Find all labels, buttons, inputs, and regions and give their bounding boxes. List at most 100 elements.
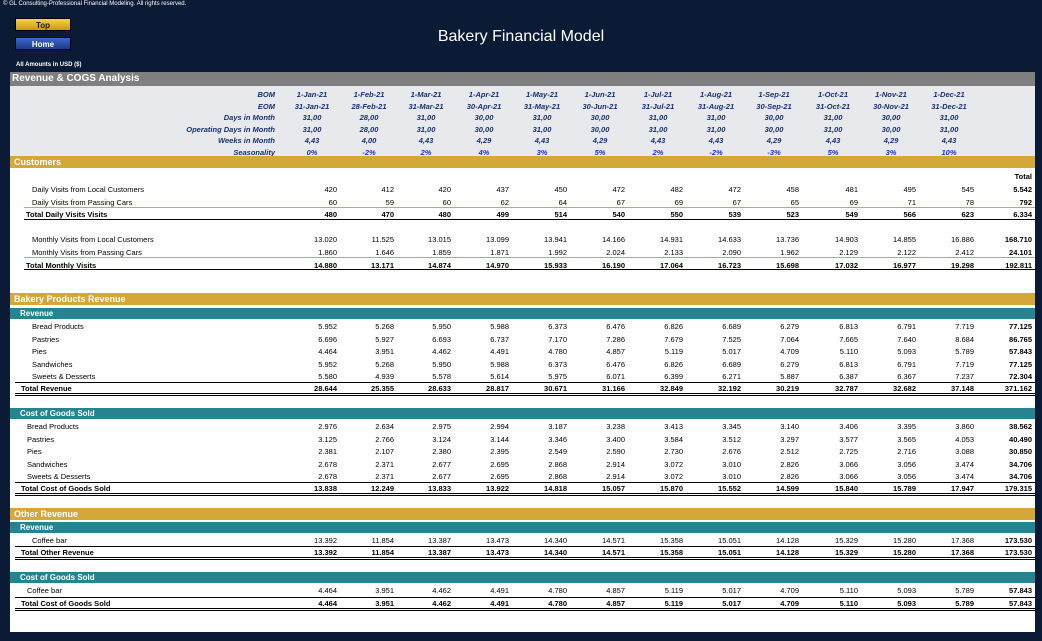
value-cell: 6.399 <box>664 372 683 381</box>
value-cell: 5.110 <box>839 586 858 595</box>
total-cell: 40.490 <box>1009 434 1032 444</box>
value-cell: 2.395 <box>490 447 509 456</box>
value-cell: 495 <box>903 185 916 194</box>
other-revenue-header: Revenue <box>10 522 1035 533</box>
row-label: Daily Visits from Passing Cars <box>32 197 133 207</box>
timeline-cell: 4,29 <box>476 136 492 146</box>
value-cell: 6.689 <box>722 322 741 331</box>
value-cell: 15.051 <box>718 548 741 557</box>
value-cell: 5.614 <box>490 372 509 381</box>
value-cell: 13.099 <box>486 235 509 244</box>
value-cell: 2.107 <box>375 447 394 456</box>
value-cell: 71 <box>907 197 916 207</box>
value-cell: 5.952 <box>318 322 337 331</box>
value-cell: 6.367 <box>897 372 916 381</box>
analysis-title: Revenue & COGS Analysis <box>10 72 1035 86</box>
value-cell: 15.329 <box>835 536 858 545</box>
value-cell: 2.412 <box>955 248 974 257</box>
value-cell: 5.093 <box>897 347 916 356</box>
value-cell: 4.491 <box>490 599 509 608</box>
value-cell: 15.789 <box>893 484 916 493</box>
value-cell: 2.695 <box>490 472 509 481</box>
total-cell: 192.811 <box>1005 260 1032 270</box>
customers-section-title: Customers <box>10 156 1035 168</box>
home-button[interactable]: Home <box>15 37 71 50</box>
value-cell: 14.970 <box>486 260 509 270</box>
value-cell: 13.833 <box>428 484 451 493</box>
value-cell: 3.056 <box>897 459 916 469</box>
row-label: Pies <box>27 447 42 456</box>
value-cell: 32.787 <box>835 384 858 393</box>
value-cell: 4.464 <box>318 599 337 608</box>
value-cell: 3.951 <box>375 599 394 608</box>
value-cell: 4.780 <box>548 586 567 595</box>
value-cell: 6.791 <box>897 359 916 369</box>
value-cell: 5.988 <box>490 322 509 331</box>
timeline-cell: 31-Aug-21 <box>697 101 735 111</box>
value-cell: 550 <box>670 210 683 219</box>
value-cell: 2.381 <box>318 447 337 456</box>
value-cell: 32.682 <box>893 384 916 393</box>
timeline-cell: 28,00 <box>359 124 379 134</box>
total-cell: 86.765 <box>1009 334 1032 344</box>
value-cell: 13.015 <box>428 235 451 244</box>
value-cell: 472 <box>728 185 741 194</box>
top-button[interactable]: Top <box>15 18 71 31</box>
timeline-cell: 1-Oct-21 <box>817 90 848 99</box>
timeline-label: BOM <box>257 90 276 99</box>
value-cell: 12.249 <box>371 484 394 493</box>
value-cell: 2.994 <box>490 422 509 431</box>
value-cell: 6.279 <box>780 322 799 331</box>
value-cell: 30.219 <box>776 384 799 393</box>
value-cell: 1.992 <box>548 248 567 257</box>
total-cell: 179.315 <box>1004 484 1032 493</box>
value-cell: 2.766 <box>375 434 394 444</box>
value-cell: 14.571 <box>602 548 625 557</box>
value-cell: 2.975 <box>432 422 451 431</box>
timeline-header-bg <box>10 86 1035 156</box>
value-cell: 16.723 <box>718 260 741 270</box>
total-cell: 77.125 <box>1009 359 1032 369</box>
value-cell: 2.868 <box>548 459 567 469</box>
value-cell: 14.599 <box>776 484 799 493</box>
timeline-cell: 30,00 <box>764 113 784 123</box>
timeline-cell: 30,00 <box>474 124 494 134</box>
value-cell: 13.387 <box>428 536 451 545</box>
timeline-cell: 28-Feb-21 <box>351 101 387 111</box>
value-cell: 2.371 <box>375 472 394 481</box>
value-cell: 540 <box>612 210 625 219</box>
total-cell: 371.162 <box>1004 384 1032 393</box>
value-cell: 13.941 <box>544 235 567 244</box>
timeline-cell: 31-Jul-21 <box>641 101 675 111</box>
timeline-cell: 2% <box>652 148 664 157</box>
timeline-cell: 31,00 <box>416 124 436 134</box>
value-cell: 3.346 <box>548 434 567 444</box>
value-cell: 3.512 <box>722 434 741 444</box>
row-label: Sandwiches <box>27 459 68 469</box>
total-cell: 792 <box>1019 197 1032 207</box>
value-cell: 4.780 <box>548 599 567 608</box>
timeline-cell: 31-Jan-21 <box>294 101 330 111</box>
value-cell: 25.355 <box>371 384 394 393</box>
value-cell: 14.931 <box>660 235 683 244</box>
value-cell: 4.462 <box>432 599 451 608</box>
value-cell: 16.886 <box>951 235 974 244</box>
bakery-cogs-header: Cost of Goods Sold <box>10 408 1035 419</box>
value-cell: 13.922 <box>486 484 509 493</box>
timeline-cell: 1-Feb-21 <box>353 90 385 99</box>
value-cell: 4.857 <box>606 599 625 608</box>
row-divider <box>15 545 1035 547</box>
value-cell: 1.859 <box>432 248 451 257</box>
value-cell: 2.512 <box>780 447 799 456</box>
row-label: Daily Visits from Local Customers <box>32 185 144 194</box>
value-cell: 60 <box>442 197 451 207</box>
timeline-cell: 10% <box>941 148 957 157</box>
value-cell: 7.719 <box>955 359 974 369</box>
timeline-cell: 2% <box>420 148 432 157</box>
value-cell: 2.677 <box>432 459 451 469</box>
row-divider <box>15 481 1035 483</box>
value-cell: 3.072 <box>664 472 683 481</box>
value-cell: 17.947 <box>951 484 974 493</box>
value-cell: 539 <box>728 210 741 219</box>
value-cell: 2.590 <box>606 447 625 456</box>
